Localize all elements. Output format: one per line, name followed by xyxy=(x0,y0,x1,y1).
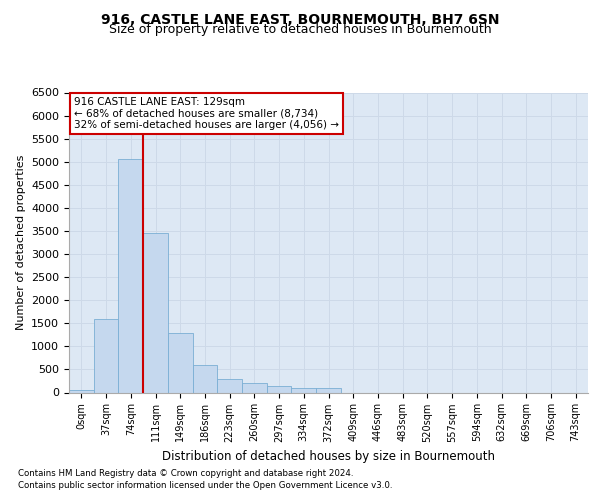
Text: 916 CASTLE LANE EAST: 129sqm
← 68% of detached houses are smaller (8,734)
32% of: 916 CASTLE LANE EAST: 129sqm ← 68% of de… xyxy=(74,97,339,130)
Text: Size of property relative to detached houses in Bournemouth: Size of property relative to detached ho… xyxy=(109,22,491,36)
Bar xyxy=(168,332,193,392)
Bar xyxy=(118,160,143,392)
Bar xyxy=(267,386,292,392)
Bar xyxy=(193,365,217,392)
Text: Contains public sector information licensed under the Open Government Licence v3: Contains public sector information licen… xyxy=(18,480,392,490)
Bar xyxy=(242,384,267,392)
X-axis label: Distribution of detached houses by size in Bournemouth: Distribution of detached houses by size … xyxy=(162,450,495,463)
Bar xyxy=(316,388,341,392)
Bar xyxy=(69,390,94,392)
Bar xyxy=(292,388,316,392)
Text: 916, CASTLE LANE EAST, BOURNEMOUTH, BH7 6SN: 916, CASTLE LANE EAST, BOURNEMOUTH, BH7 … xyxy=(101,12,499,26)
Text: Contains HM Land Registry data © Crown copyright and database right 2024.: Contains HM Land Registry data © Crown c… xyxy=(18,469,353,478)
Y-axis label: Number of detached properties: Number of detached properties xyxy=(16,155,26,330)
Bar xyxy=(143,234,168,392)
Bar xyxy=(217,379,242,392)
Bar xyxy=(94,318,118,392)
